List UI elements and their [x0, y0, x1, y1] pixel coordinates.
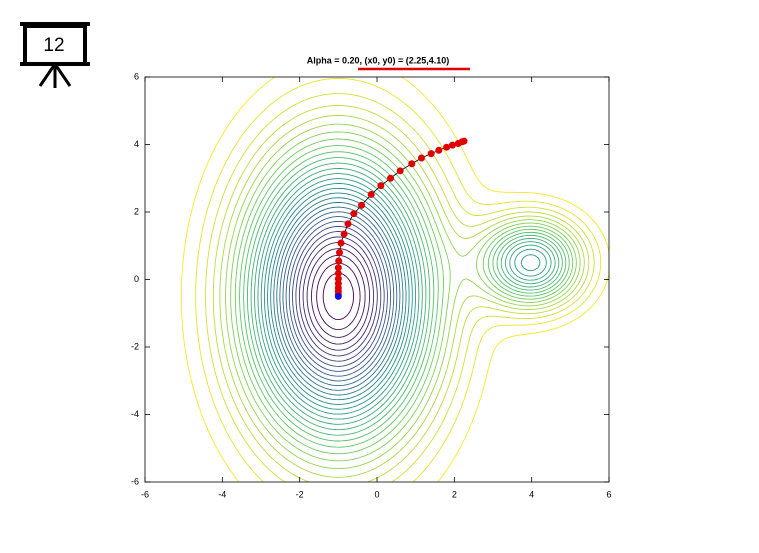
contour-line: [205, 93, 595, 482]
contour-line: [230, 131, 577, 462]
descent-point: [344, 220, 352, 228]
contour-line: [254, 168, 556, 425]
descent-point: [340, 230, 348, 238]
contours: [180, 77, 609, 482]
contour-line: [267, 187, 410, 405]
descent-point: [448, 141, 456, 149]
descent-point: [367, 190, 375, 198]
contour-line: [212, 105, 590, 482]
contour-line: [247, 157, 563, 436]
contour-line: [316, 262, 361, 331]
descent-point: [334, 292, 342, 300]
descent-point: [454, 139, 462, 147]
descent-point: [435, 146, 443, 154]
x-tick-label: 6: [606, 489, 611, 499]
descent-point: [396, 167, 404, 175]
descent-point: [358, 201, 366, 209]
contour-line: [279, 206, 398, 387]
x-tick-label: -2: [296, 489, 304, 499]
y-tick-label: 2: [134, 206, 139, 216]
x-tick-label: -6: [141, 489, 149, 499]
descent-point: [377, 182, 385, 190]
contour-line: [276, 201, 401, 391]
contour-line: [295, 231, 382, 362]
descent-point: [335, 249, 343, 256]
contour-line: [180, 77, 609, 482]
contour-line: [243, 151, 567, 442]
x-tick-label: 4: [529, 489, 534, 499]
y-tick-label: -6: [131, 476, 139, 486]
contour-line: [285, 216, 392, 377]
descent-point: [443, 143, 451, 151]
contour-line: [302, 242, 375, 351]
y-tick-label: 4: [134, 139, 139, 149]
slide-icon: [20, 22, 90, 88]
contour-line: [234, 138, 574, 455]
y-tick-label: -2: [131, 341, 139, 351]
y-tick-label: 6: [134, 71, 139, 81]
contour-line: [292, 225, 385, 367]
descent-point: [334, 269, 342, 277]
descent-point: [387, 174, 395, 182]
x-tick-label: -4: [218, 489, 226, 499]
contour-line: [270, 192, 407, 401]
contour-line: [288, 220, 388, 372]
y-tick-label: -4: [131, 409, 139, 419]
contour-line: [219, 115, 585, 478]
descent-point: [334, 264, 342, 272]
contour-line: [322, 272, 354, 321]
x-tick-label: 0: [374, 489, 379, 499]
descent-point: [335, 257, 343, 265]
slide-number: 12: [43, 35, 64, 56]
contour-line: [311, 254, 366, 338]
plot-frame: [144, 76, 610, 483]
descent-point: [417, 154, 425, 162]
contour-line: [250, 162, 560, 431]
y-tick-label: 0: [134, 274, 139, 284]
contour-line: [298, 236, 378, 357]
contour-line: [263, 183, 541, 410]
contour-line: [225, 123, 581, 470]
descent-point: [427, 150, 435, 158]
descent-point: [337, 239, 345, 247]
contour-line: [282, 211, 395, 382]
descent-point: [350, 210, 358, 218]
contour-line: [257, 173, 552, 420]
descent-point: [408, 160, 416, 168]
contour-line: [239, 145, 570, 448]
contour-line: [195, 77, 602, 482]
contour-line: [260, 178, 547, 415]
chart-title: Alpha = 0.20, (x0, y0) = (2.25,4.10): [307, 55, 450, 65]
x-tick-label: 2: [452, 489, 457, 499]
contour-line: [273, 197, 404, 396]
contour-line: [306, 248, 371, 345]
